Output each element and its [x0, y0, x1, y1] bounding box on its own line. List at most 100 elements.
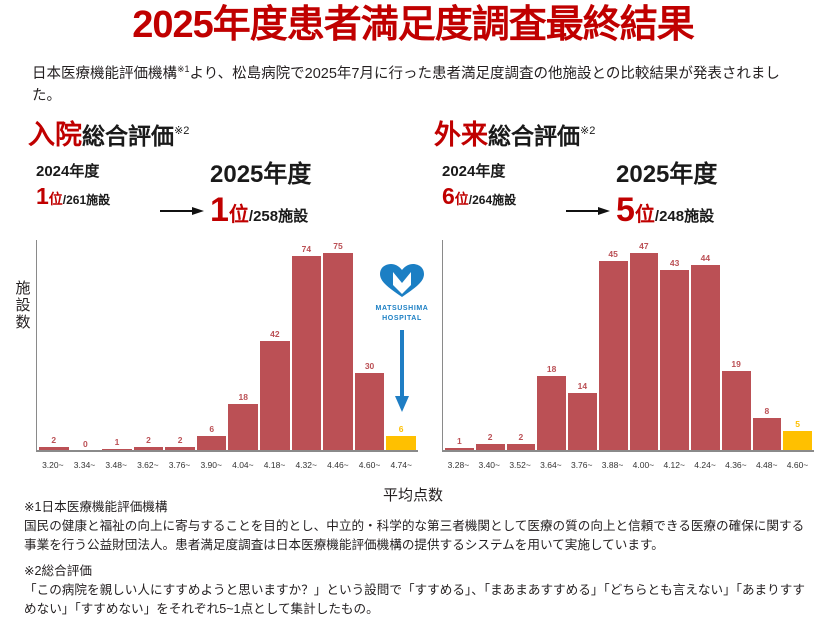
- bar-label: 18: [238, 392, 248, 403]
- footnote-1-body: 国民の健康と福祉の向上に寄与することを目的とし、中立的・科学的な第三者機関として…: [24, 519, 805, 552]
- x-tick-label: 3.90~: [200, 460, 222, 470]
- hospital-heart-icon: [380, 264, 424, 297]
- x-tick-label: 4.18~: [263, 460, 286, 470]
- bar-3.40~: 2: [475, 432, 505, 452]
- footnote-2: ※2総合評価 「この病院を親しい人にすすめようと思いますか？」という設問で「すす…: [24, 562, 814, 619]
- bar-label: 43: [669, 257, 680, 268]
- rank-current-year-outpatient: 2025年度: [616, 161, 718, 188]
- bar-label: 30: [364, 360, 375, 371]
- bar-label: 2: [487, 431, 493, 442]
- bar-4.12~: 43: [660, 258, 689, 452]
- bar-4.00~: 47: [629, 241, 659, 452]
- x-tick-label: 4.12~: [663, 460, 685, 470]
- bar-4.18~: 42: [260, 329, 290, 452]
- bar-label: 14: [577, 380, 588, 391]
- rank-comparison-inpatient: 2024年度 1位/261施設 2025年度 1位/258施設: [28, 160, 428, 232]
- bar-label: 6: [398, 424, 404, 435]
- x-tick-label: 3.64~: [540, 460, 562, 470]
- bar-label: 5: [795, 418, 800, 429]
- bar-label: 1: [114, 437, 120, 448]
- x-tick-label: 3.62~: [137, 460, 159, 470]
- rank-comparison-outpatient: 2024年度 6位/264施設 2025年度 5位/248施設: [434, 160, 826, 232]
- x-tick-label: 4.04~: [232, 460, 254, 470]
- chart-outpatient: 1 2 2 18 14 45 47 43 44 19 8 5 3.28~ 3.40~ 3.52~ 3.64~…: [436, 240, 814, 478]
- section-title-inpatient-red: 入院: [28, 120, 82, 150]
- rank-current-outpatient: 2025年度 5位/248施設: [616, 154, 717, 230]
- rank-previous-unit-inpatient: 位: [48, 191, 63, 207]
- rank-current-value-outpatient: 5: [616, 191, 635, 229]
- x-tick-label: 3.34~: [73, 460, 96, 470]
- section-title-inpatient-black: 総合評価: [82, 123, 174, 149]
- bar-4.36~: 19: [721, 359, 751, 452]
- bar-4.60~: 5: [783, 419, 812, 452]
- bar-3.76~: 14: [568, 381, 597, 452]
- rank-current-unit-inpatient: 位: [228, 204, 249, 226]
- bar-label: 2: [51, 434, 57, 445]
- section-title-outpatient-note: ※2: [580, 125, 596, 137]
- bar-3.28~: 1: [445, 436, 474, 452]
- rank-current-denominator-inpatient: /258施設: [248, 208, 309, 225]
- section-title-inpatient-note: ※2: [174, 125, 190, 137]
- x-tick-label: 4.74~: [390, 460, 412, 470]
- bar-3.90~: 6: [196, 424, 227, 452]
- footnote-1: ※1日本医療機能評価機構 国民の健康と福祉の向上に寄与することを目的とし、中立的…: [24, 498, 814, 555]
- lead-footnote-mark: ※1: [177, 64, 190, 74]
- x-tick-label: 3.76~: [168, 460, 191, 470]
- hospital-logo-name-inpatient: MATSUSHIMA: [375, 305, 429, 312]
- rank-previous-value-inpatient: 1: [36, 183, 49, 209]
- x-tick-label: 3.76~: [570, 460, 593, 470]
- rank-current-year-inpatient: 2025年度: [210, 161, 312, 188]
- section-header-inpatient: 入院総合評価※2: [28, 116, 189, 151]
- x-tick-label: 3.20~: [42, 460, 64, 470]
- bar-label: 45: [608, 249, 618, 260]
- bar-3.20~: 2: [39, 435, 69, 452]
- bar-label: 2: [518, 431, 524, 442]
- chart-inpatient-plot: 2 0 1 2 2 6 18 42 74 75 30 6: [36, 240, 418, 452]
- lead-part2: より、松島病院で2025年7月に行った患者満足度調査の他施設との比較結果が発表さ…: [32, 65, 780, 104]
- x-tick-label: 4.60~: [786, 460, 809, 470]
- bar-label: 75: [333, 241, 343, 252]
- chart-outpatient-xaxis: [442, 450, 814, 452]
- bar-label: 2: [177, 434, 183, 445]
- rank-previous-denominator-inpatient: /261施設: [62, 193, 111, 207]
- bar-4.04~: 18: [228, 392, 259, 452]
- hospital-logo-sub-inpatient: HOSPITAL: [382, 315, 422, 322]
- bar-label: 6: [209, 424, 215, 435]
- footnote-2-head: ※2総合評価: [24, 564, 92, 578]
- rank-previous-inpatient: 2024年度 1位/261施設: [36, 160, 110, 210]
- section-title-outpatient-red: 外来: [434, 120, 488, 150]
- bar-label: 47: [639, 240, 649, 251]
- footnote-1-head: ※1日本医療機能評価機構: [24, 500, 168, 514]
- bar-3.52~: 2: [506, 432, 536, 452]
- page-title: 2025年度患者満足度調査最終結果: [132, 4, 695, 46]
- x-tick-label: 4.60~: [358, 460, 381, 470]
- bar-label: 0: [83, 439, 88, 449]
- x-tick-label: 3.40~: [478, 460, 500, 470]
- lead-part1: 日本医療機能評価機構: [32, 65, 177, 82]
- x-axis-caption: 平均点数: [382, 487, 443, 504]
- bar-label: 19: [731, 359, 741, 370]
- footnote-2-body: 「この病院を親しい人にすすめようと思いますか？」という設問で「すすめる」、「まあ…: [24, 583, 805, 616]
- rank-current-unit-outpatient: 位: [634, 204, 655, 226]
- rank-current-denominator-outpatient: /248施設: [654, 208, 715, 225]
- bar-label: 44: [700, 253, 711, 264]
- lead-paragraph: 日本医療機能評価機構※1より、松島病院で2025年7月に行った患者満足度調査の他…: [32, 58, 802, 107]
- bar-4.32~: 74: [291, 244, 322, 452]
- chart-inpatient-ticks: 3.20~ 3.34~ 3.48~ 3.62~ 3.76~ 3.90~ 4.04~ 4.18~…: [38, 460, 416, 470]
- bar-4.48~: 8: [752, 406, 782, 452]
- bar-label: 8: [764, 406, 770, 417]
- x-tick-label: 4.24~: [694, 460, 716, 470]
- bar-3.62~: 2: [133, 435, 164, 452]
- chart-outpatient-bars: 1 2 2 18 14 45 47 43 44 19 8 5: [445, 240, 812, 452]
- bar-label: 18: [546, 363, 557, 374]
- x-tick-label: 4.00~: [632, 460, 655, 470]
- rank-previous-value-outpatient: 6: [442, 183, 455, 209]
- rank-previous-year-outpatient: 2024年度: [442, 163, 506, 180]
- rank-previous-outpatient: 2024年度 6位/264施設: [442, 160, 516, 210]
- bar-4.24~: 44: [691, 253, 720, 452]
- arrow-right-icon: [160, 207, 204, 215]
- section-header-outpatient: 外来総合評価※2: [434, 116, 595, 151]
- bar-4.74~: 6: [386, 424, 416, 452]
- x-tick-label: 4.46~: [327, 460, 349, 470]
